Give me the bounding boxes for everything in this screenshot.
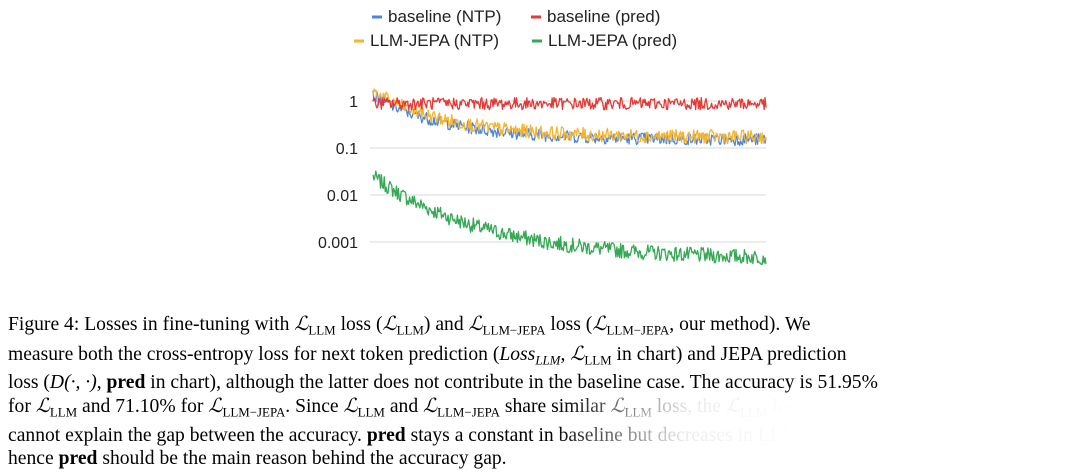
loss-chart: baseline (NTP) baseline (pred) LLM-JEPA (N…: [318, 7, 767, 266]
caption-text: for: [175, 396, 209, 418]
caption-text: loss (: [8, 372, 50, 394]
caption-text: and: [77, 396, 116, 418]
math-l-llm: ℒLLM: [382, 312, 424, 338]
caption-text: in chart), although the latter does not …: [145, 372, 818, 394]
caption-line-3: loss (D(·, ·), pred in chart), although …: [8, 371, 1074, 394]
legend-label: LLM-JEPA (NTP): [370, 31, 499, 50]
math-d: D(·, ·): [49, 372, 97, 394]
math-l-llm: ℒLLM: [725, 394, 768, 420]
pred-term: pred: [366, 424, 406, 446]
chart-series: [372, 88, 767, 266]
caption-line-2: measure both the cross-entropy loss for …: [8, 342, 1074, 372]
legend-label: LLM-JEPA (pred): [548, 31, 677, 50]
legend-label: baseline (NTP): [388, 7, 501, 26]
series-line: [372, 88, 767, 145]
accuracy-jepa: 71.10%: [115, 396, 176, 418]
caption-text: ,: [96, 372, 107, 394]
math-l-llm: ℒLLM: [570, 341, 612, 368]
y-tick-label: 1: [349, 94, 358, 111]
caption-text: loss, the: [651, 396, 726, 418]
caption-text: , our method). We: [669, 314, 811, 335]
caption-text: for: [8, 396, 36, 418]
figure-caption: Figure 4: Losses in fine-tuning with ℒLL…: [8, 312, 1074, 470]
caption-line-4: for ℒLLM and 71.10% for ℒLLM−JEPA. Since…: [8, 394, 1074, 424]
pred-term: pred: [58, 447, 98, 469]
math-l-llm: ℒLLM: [35, 394, 78, 420]
caption-text: share similar: [499, 396, 611, 418]
caption-line-5: cannot explain the gap between the accur…: [8, 424, 1074, 447]
caption-text: Figure 4: Losses in fine-tuning with: [8, 314, 295, 335]
caption-text: loss (: [335, 314, 383, 335]
caption-text: ,: [560, 343, 571, 365]
math-l-llm: ℒLLM: [610, 394, 652, 420]
caption-text: should be the main reason behind the acc…: [97, 447, 507, 469]
math-l-llm: ℒLLM: [294, 312, 336, 338]
accuracy-baseline: 51.95%: [817, 372, 878, 394]
caption-text: ) and: [423, 314, 469, 335]
math-l-llm: ℒLLM: [343, 394, 385, 420]
chart-legend: baseline (NTP) baseline (pred) LLM-JEPA (N…: [354, 7, 677, 50]
caption-text: . Since: [285, 396, 344, 418]
caption-text: cannot explain the gap between the accur…: [8, 424, 367, 446]
y-tick-label: 0.1: [336, 141, 358, 158]
y-tick-label: 0.01: [327, 188, 358, 205]
caption-text: in chart) and JEPA prediction: [611, 343, 847, 365]
caption-line-1: Figure 4: Losses in fine-tuning with ℒLL…: [8, 312, 1074, 342]
math-l-llm-jepa: ℒLLM−JEPA: [592, 312, 670, 338]
y-axis-ticks: 1 0.1 0.01 0.001: [318, 94, 358, 252]
pred-term: pred: [106, 372, 146, 394]
series-line: [372, 170, 767, 266]
caption-text: and: [384, 396, 424, 418]
math-l-llm-jepa: ℒLLM−JEPA: [468, 312, 546, 338]
math-l-llm-jepa: ℒLLM−JEPA: [423, 394, 500, 420]
caption-text: stays a constant in baseline but decreas…: [405, 424, 854, 446]
caption-text: measure both the cross-entropy loss for …: [8, 343, 500, 365]
caption-text: loss: [767, 396, 803, 418]
math-loss-llm: LossLLM: [499, 343, 561, 368]
figure: baseline (NTP) baseline (pred) LLM-JEPA (N…: [318, 7, 767, 266]
caption-line-6: hence pred should be the main reason beh…: [8, 447, 1074, 470]
legend-label: baseline (pred): [547, 7, 660, 26]
caption-text: loss (: [545, 314, 593, 335]
series-line: [372, 96, 767, 111]
caption-text: hence: [8, 447, 59, 469]
y-tick-label: 0.001: [318, 235, 358, 252]
math-l-llm-jepa: ℒLLM−JEPA: [208, 394, 286, 420]
